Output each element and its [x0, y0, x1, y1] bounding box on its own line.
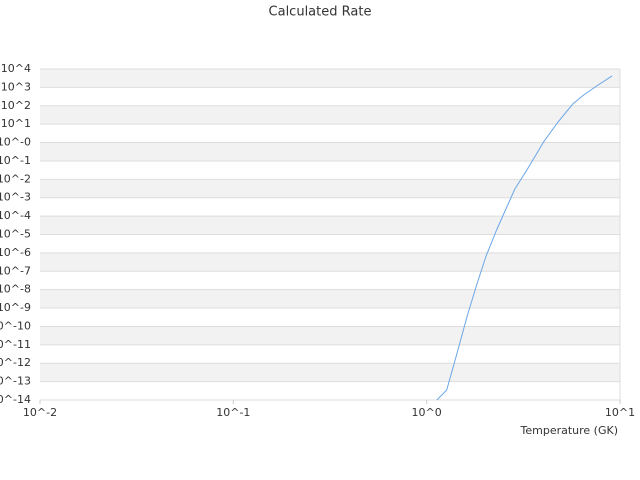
y-tick-label: 10^-11 [0, 338, 31, 351]
y-tick-label: 10^-10 [0, 319, 31, 332]
y-tick-label: 10^-5 [0, 228, 31, 241]
y-tick-label: 10^-9 [0, 301, 31, 314]
y-tick-label: 10^-2 [0, 172, 31, 185]
y-tick-label: 10^3 [1, 80, 31, 93]
x-tick-label: 10^1 [605, 406, 635, 419]
y-tick-label: 10^-12 [0, 356, 31, 369]
y-tick-label: 10^-1 [0, 154, 31, 167]
y-tick-label: 10^-13 [0, 375, 31, 388]
band [40, 271, 620, 290]
bands [40, 69, 620, 400]
band [40, 344, 620, 364]
x-tick-label: 10^-1 [216, 406, 250, 419]
chart-title: Calculated Rate [269, 5, 372, 20]
band [40, 160, 620, 180]
band [40, 234, 620, 253]
y-tick-label: 10^-3 [0, 191, 31, 204]
band [40, 124, 620, 143]
band [40, 381, 620, 400]
grid [40, 68, 620, 401]
band [40, 216, 620, 235]
band [40, 142, 620, 161]
band [40, 179, 620, 198]
band [40, 87, 620, 106]
y-tick-label: 10^4 [1, 62, 31, 75]
y-tick-label: 10^-6 [0, 246, 31, 259]
y-tick-label: 10^-14 [0, 393, 31, 406]
y-tick-label: 10^-8 [0, 283, 31, 296]
y-tick-label: 10^-4 [0, 209, 31, 222]
band [40, 252, 620, 272]
x-tick-label: 10^0 [412, 406, 442, 419]
y-tick-label: 10^2 [1, 99, 31, 112]
x-tick-label: 10^-2 [23, 406, 57, 419]
band [40, 308, 620, 327]
band [40, 197, 620, 217]
y-tick-label: 10^1 [1, 117, 31, 130]
band [40, 326, 620, 345]
band [40, 289, 620, 309]
band [40, 105, 620, 125]
data-line [436, 75, 613, 400]
y-tick-label: 10^-0 [0, 136, 31, 149]
y-tick-label: 10^-7 [0, 264, 31, 277]
x-axis-label: Temperature (GK) [520, 424, 619, 437]
band [40, 363, 620, 382]
band [40, 69, 620, 88]
